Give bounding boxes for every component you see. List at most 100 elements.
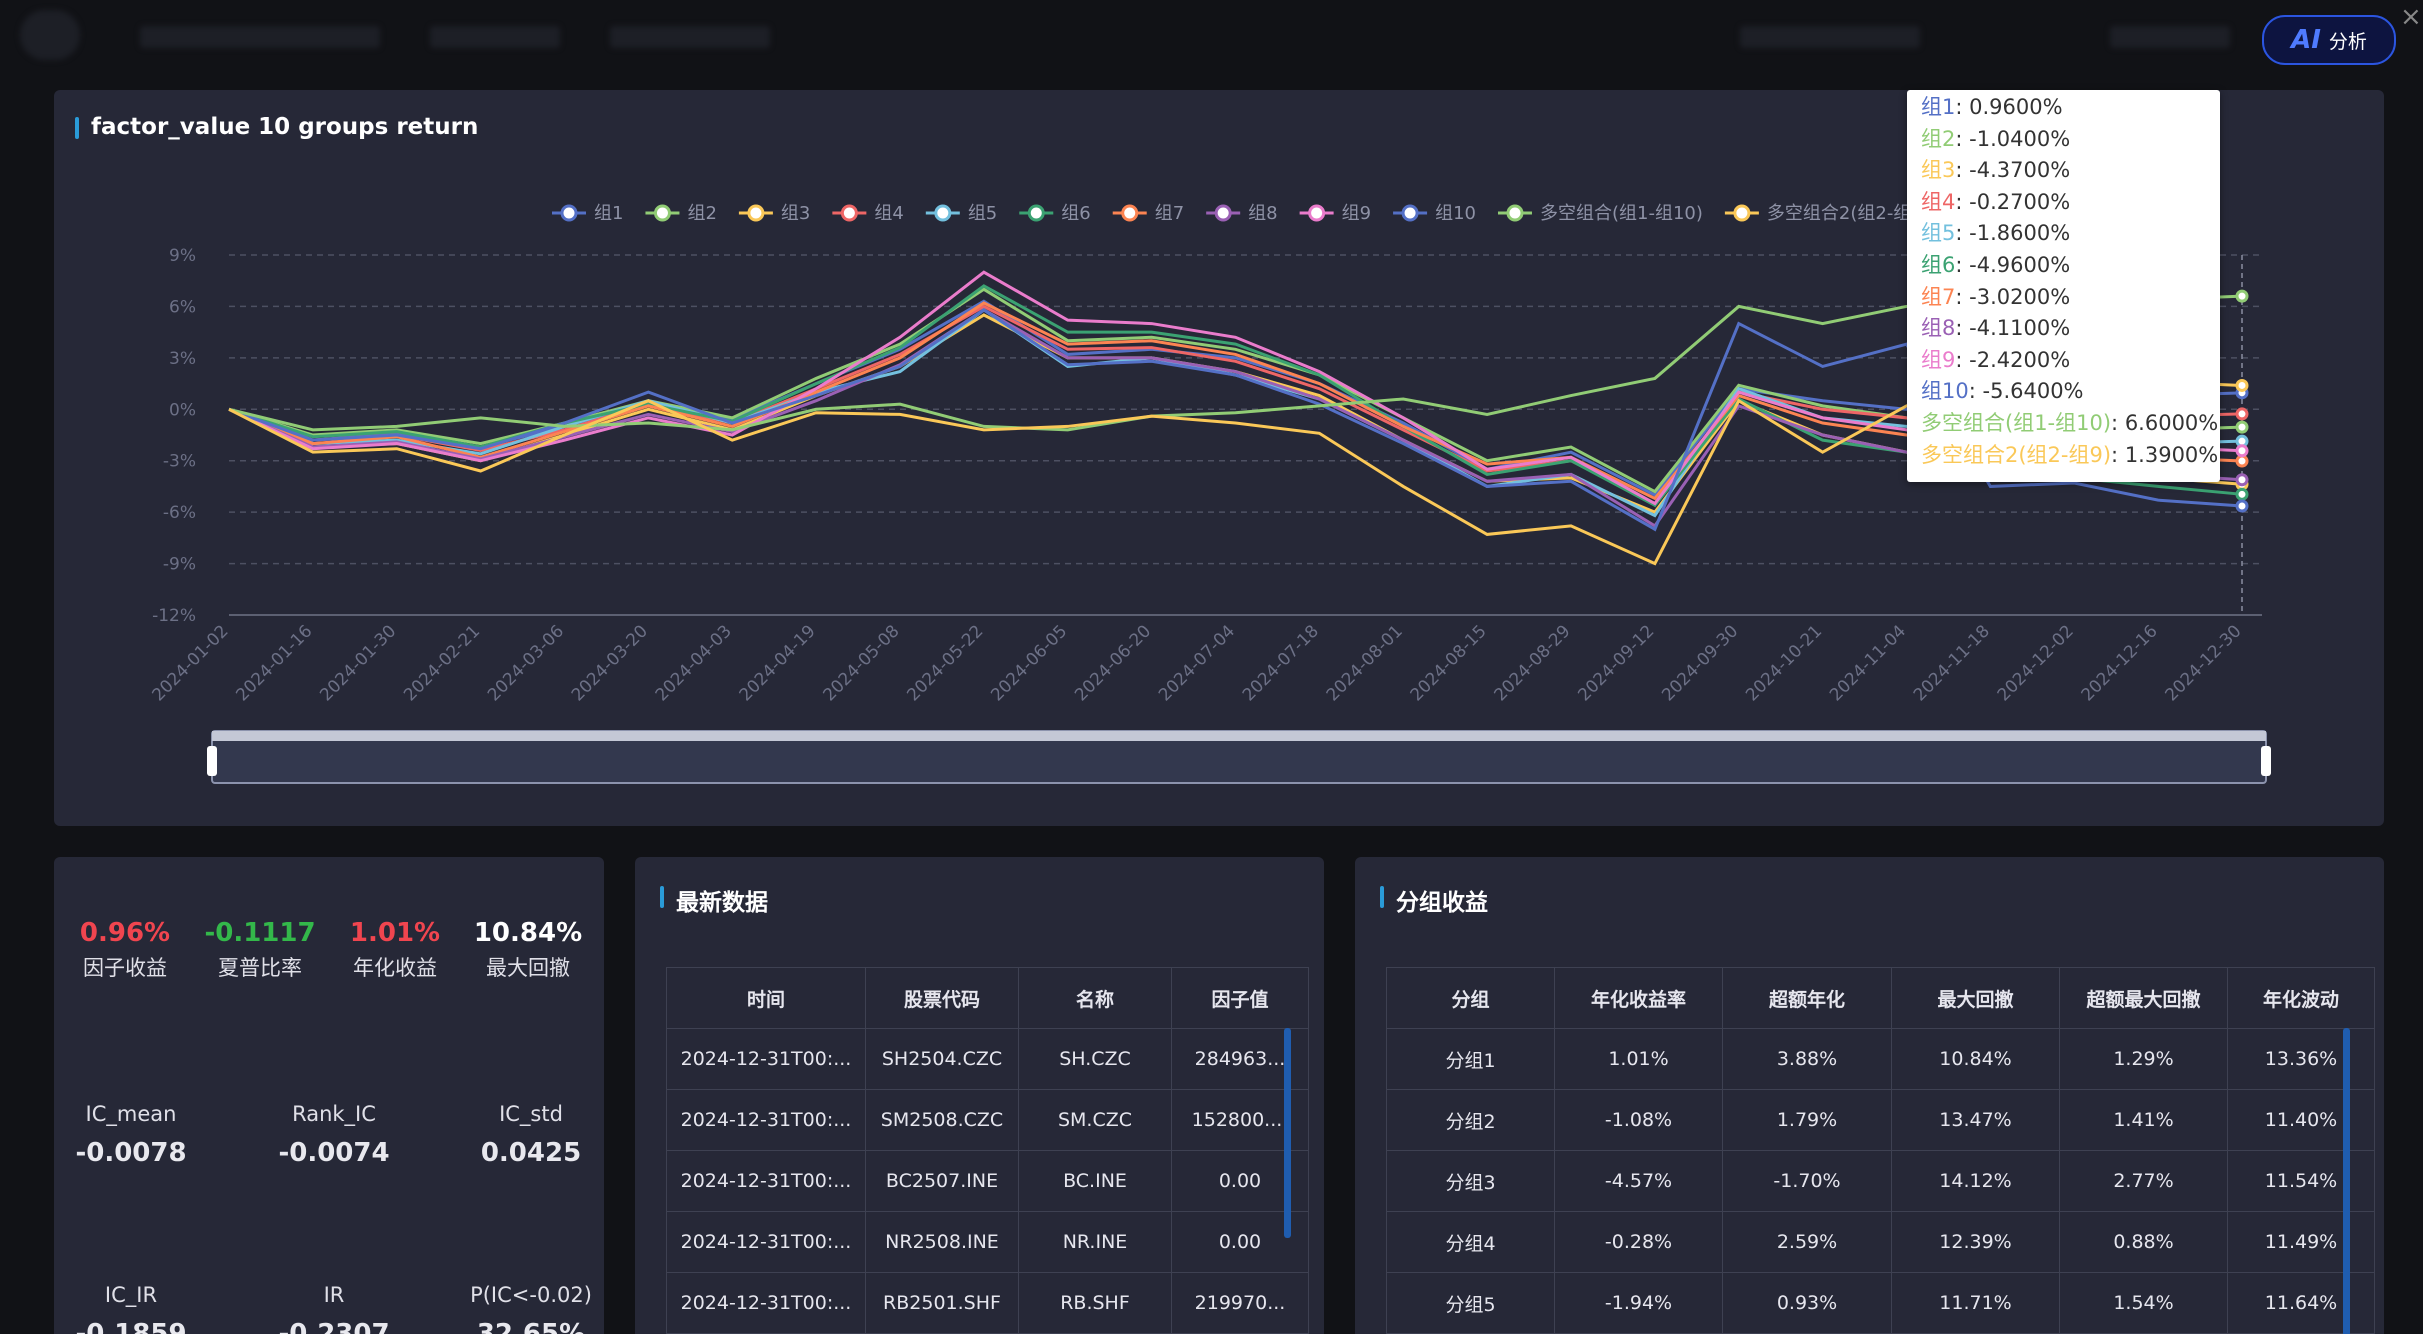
tooltip-row: 组9: -2.4200%	[1921, 347, 2071, 372]
stat-label: Rank_IC	[292, 1102, 376, 1126]
column-header: 超额最大回撤	[2059, 967, 2228, 1029]
legend-marker	[1214, 204, 1232, 222]
point-marker	[2235, 407, 2249, 421]
stat-label: IC_IR	[104, 1283, 158, 1307]
tooltip-name: 组2	[1921, 126, 1956, 151]
tooltip-value: 1.3900%	[2124, 442, 2219, 467]
point-marker	[2235, 499, 2249, 513]
legend-label[interactable]: 组9	[1342, 203, 1371, 224]
stat: P(IC<-0.02) 32.65%	[446, 1279, 616, 1334]
nav-item[interactable]	[610, 26, 770, 48]
legend-marker	[653, 204, 671, 222]
x-tick-label: 2024-05-22	[903, 621, 987, 705]
legend-marker	[934, 204, 952, 222]
table-row: 2024-12-31T00:... SM2508.CZC SM.CZC 152800.…	[666, 1089, 1309, 1151]
x-tick-label: 2024-11-04	[1826, 621, 1910, 705]
close-icon[interactable]: ×	[2400, 2, 2422, 32]
x-tick-label: 2024-12-16	[2078, 621, 2162, 705]
table-cell: 12.39%	[1891, 1211, 2060, 1273]
table-cell: 1.29%	[2059, 1028, 2228, 1090]
table-cell: 11.64%	[2227, 1272, 2375, 1334]
ai-button[interactable]: AI 分析	[2262, 15, 2396, 65]
legend-label[interactable]: 组3	[781, 203, 810, 224]
table-cell: SH2504.CZC	[865, 1028, 1019, 1090]
nav-item[interactable]	[140, 26, 380, 48]
table-cell: SM2508.CZC	[865, 1089, 1019, 1151]
legend-marker	[1121, 204, 1139, 222]
point-marker	[2235, 454, 2249, 468]
point-marker	[2235, 487, 2249, 501]
legend-label[interactable]: 组1	[594, 203, 623, 224]
x-tick-label: 2024-10-21	[1742, 621, 1826, 705]
stat-value: 0.96%	[79, 918, 171, 948]
y-tick-label: 0%	[169, 400, 196, 420]
table-cell: -4.57%	[1554, 1150, 1723, 1212]
x-tick-label: 2024-05-08	[820, 621, 904, 705]
zoom-bar[interactable]	[212, 731, 2266, 741]
x-tick-label: 2024-08-15	[1407, 621, 1491, 705]
table-cell: BC2507.INE	[865, 1150, 1019, 1212]
table-cell: 2024-12-31T00:...	[666, 1089, 866, 1151]
stat-label: IC_mean	[85, 1102, 177, 1126]
stat-label: 因子收益	[83, 956, 167, 980]
legend-label[interactable]: 多空组合2(组2-组9)	[1767, 203, 1930, 224]
scrollbar[interactable]	[2343, 1028, 2350, 1334]
table-cell: NR.INE	[1018, 1211, 1172, 1273]
tooltip-name: 组3	[1921, 158, 1956, 183]
legend-label[interactable]: 组8	[1248, 203, 1277, 224]
legend-label[interactable]: 组10	[1435, 203, 1476, 224]
tooltip-name: 组8	[1921, 316, 1956, 341]
tooltip-value: -3.0200%	[1969, 284, 2071, 309]
x-tick-label: 2024-07-18	[1239, 621, 1323, 705]
series-line	[228, 308, 2243, 532]
stat: -0.1117 夏普比率	[175, 918, 345, 982]
nav-item[interactable]	[1740, 26, 1920, 48]
nav-logo	[20, 10, 80, 60]
nav-item[interactable]	[2110, 26, 2230, 48]
table-cell: 1.01%	[1554, 1028, 1723, 1090]
point-marker	[2235, 473, 2249, 487]
tooltip-name: 多空组合2(组2-组9)	[1921, 442, 2112, 467]
table-row: 分组3 -4.57% -1.70% 14.12% 2.77% 11.54%	[1386, 1150, 2375, 1212]
tooltip-value: 6.6000%	[2124, 410, 2219, 435]
legend-label[interactable]: 多空组合(组1-组10)	[1540, 203, 1703, 224]
legend-label[interactable]: 组5	[968, 203, 997, 224]
nav-item[interactable]	[430, 26, 560, 48]
zoom-handle[interactable]	[207, 746, 217, 776]
zoom-handle[interactable]	[2261, 746, 2271, 776]
legend-label[interactable]: 组7	[1155, 203, 1184, 224]
tooltip-row: 组3: -4.3700%	[1921, 158, 2071, 183]
table-cell: SH.CZC	[1018, 1028, 1172, 1090]
stat-label: 最大回撤	[486, 956, 570, 980]
legend-label[interactable]: 组2	[687, 203, 716, 224]
table-cell: BC.INE	[1018, 1150, 1172, 1212]
stat-value: -0.0074	[278, 1138, 390, 1168]
table-cell: -0.28%	[1554, 1211, 1723, 1273]
tooltip-row: 多空组合(组1-组10): 6.6000%	[1921, 410, 2219, 435]
table-cell: 分组1	[1386, 1028, 1555, 1090]
table-cell: 分组5	[1386, 1272, 1555, 1334]
scrollbar[interactable]	[1284, 1028, 1291, 1238]
table-cell: 13.47%	[1891, 1089, 2060, 1151]
x-tick-label: 2024-01-30	[316, 621, 400, 705]
x-tick-label: 2024-03-20	[568, 621, 652, 705]
table-cell: -1.70%	[1722, 1150, 1892, 1212]
legend-label[interactable]: 组6	[1061, 203, 1090, 224]
stat-value: 0.0425	[480, 1138, 582, 1168]
x-tick-label: 2024-01-02	[149, 621, 233, 705]
column-header: 分组	[1386, 967, 1555, 1029]
tooltip-row: 组7: -3.0200%	[1921, 284, 2071, 309]
column-header: 年化波动	[2227, 967, 2375, 1029]
table-cell: 1.41%	[2059, 1089, 2228, 1151]
point-marker	[2235, 444, 2249, 458]
column-header: 超额年化	[1722, 967, 1892, 1029]
tooltip-value: -4.9600%	[1969, 252, 2071, 277]
tooltip-value: -1.0400%	[1969, 126, 2071, 151]
latest-table: 时间 股票代码 名称 因子值 2024-12-31T00:... SH2504.CZC SH…	[666, 967, 1309, 1334]
stat-value: -0.1117	[204, 918, 316, 948]
tooltip-row: 组1: 0.9600%	[1921, 95, 2063, 119]
legend-label[interactable]: 组4	[874, 203, 903, 224]
x-tick-label: 2024-09-30	[1658, 621, 1742, 705]
x-tick-label: 2024-11-18	[1910, 621, 1994, 705]
table-cell: 0.93%	[1722, 1272, 1892, 1334]
